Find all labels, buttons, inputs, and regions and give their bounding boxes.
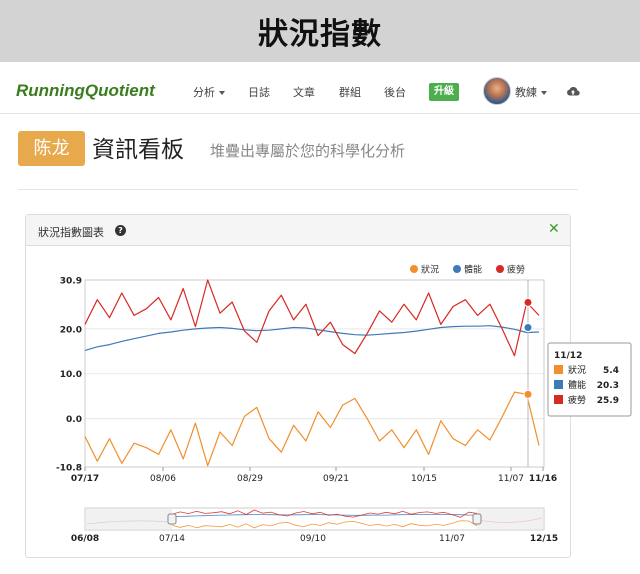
navigator-tick-label: 07/14 <box>159 534 185 544</box>
series-line-狀況 <box>84 391 540 467</box>
brand-logo[interactable]: RunningQuotient <box>16 81 155 100</box>
navigator-tick-label: 11/07 <box>439 534 465 544</box>
tooltip-label: 狀況 <box>568 364 586 376</box>
cloud-upload-icon[interactable] <box>566 85 580 97</box>
navigator-mask-right <box>477 508 544 530</box>
banner-title: 狀況指數 <box>258 17 382 52</box>
y-tick-label: -10.8 <box>56 464 82 474</box>
tooltip-label: 體能 <box>568 379 586 391</box>
tooltip-value: 20.3 <box>597 381 619 391</box>
x-tick-label: 08/29 <box>237 474 263 484</box>
panel-title: 狀況指數圖表 <box>38 226 104 239</box>
x-tick-label: 10/15 <box>411 474 437 484</box>
close-icon[interactable]: ✕ <box>548 221 560 237</box>
panel-header: 狀況指數圖表 ? ✕ <box>26 215 570 246</box>
nav-analysis-label: 分析 <box>193 86 215 99</box>
legend-marker <box>453 265 461 273</box>
navigator-line-狀況 <box>171 520 478 529</box>
tooltip-swatch <box>554 365 563 374</box>
series-line-體能 <box>84 325 540 351</box>
legend-marker <box>410 265 418 273</box>
legend-marker <box>496 265 504 273</box>
divider <box>18 189 578 190</box>
plot-border <box>84 279 545 468</box>
navigator-history-line <box>86 520 171 525</box>
y-tick-label: 10.0 <box>60 370 82 380</box>
nav-journal[interactable]: 日誌 <box>248 86 270 99</box>
hover-point-體能 <box>523 323 533 333</box>
hover-point-疲勞 <box>523 297 533 307</box>
x-tick-label: 09/21 <box>323 474 349 484</box>
page-title: 資訊看板 <box>92 137 184 163</box>
avatar[interactable] <box>483 77 511 105</box>
nav-groups[interactable]: 群組 <box>339 86 361 99</box>
navigator-line-體能 <box>171 514 478 518</box>
hover-point-狀況 <box>523 389 533 399</box>
x-tick-label: 08/06 <box>150 474 176 484</box>
user-badge: 陈龙 <box>18 131 85 166</box>
tooltip-swatch <box>554 395 563 404</box>
tooltip-label: 疲勞 <box>568 394 586 406</box>
chevron-down-icon <box>541 91 547 95</box>
navigator-mask-left <box>85 508 172 530</box>
tooltip-box <box>547 342 632 417</box>
legend-label: 狀況 <box>421 264 439 276</box>
navigator-handle-right[interactable] <box>472 513 482 525</box>
y-tick-label: 20.0 <box>60 325 82 335</box>
nav-coach[interactable]: 教練 <box>515 84 547 100</box>
tooltip-date: 11/12 <box>554 351 582 361</box>
series-line-疲勞 <box>84 279 540 357</box>
chart-panel: 狀況指數圖表 ? ✕ <box>25 214 571 558</box>
y-tick-label: 0.0 <box>66 415 82 425</box>
x-tick-label: 11/16 <box>529 474 557 484</box>
navigator-tick-label: 12/15 <box>530 534 558 544</box>
chevron-down-icon <box>219 91 225 95</box>
x-tick-label: 11/07 <box>498 474 524 484</box>
navigator-tick-label: 06/08 <box>71 534 99 544</box>
nav-articles[interactable]: 文章 <box>293 86 315 99</box>
navigator-handle-left[interactable] <box>167 513 177 525</box>
nav-analysis[interactable]: 分析 <box>193 84 225 100</box>
page-subtitle: 堆疊出專屬於您的科學化分析 <box>210 142 406 160</box>
navigator-tick-label: 09/10 <box>300 534 326 544</box>
tooltip-value: 5.4 <box>603 366 619 376</box>
help-icon[interactable]: ? <box>115 225 126 236</box>
y-tick-label: 30.9 <box>60 277 82 287</box>
legend-label: 體能 <box>464 264 482 276</box>
page-banner: 狀況指數 <box>0 0 640 62</box>
tooltip-value: 25.9 <box>597 396 619 406</box>
x-tick-label: 07/17 <box>71 474 99 484</box>
tooltip-swatch <box>554 380 563 389</box>
navigator-future-line <box>478 517 543 523</box>
navigator-line-疲勞 <box>171 509 478 518</box>
legend-label: 疲勞 <box>507 264 525 276</box>
navbar: RunningQuotient 分析 日誌 文章 群組 後台 教練 <box>0 62 640 114</box>
nav-backend[interactable]: 後台 <box>384 86 406 99</box>
nav-coach-label: 教練 <box>515 86 537 99</box>
upgrade-button[interactable]: 升級 <box>429 83 459 101</box>
